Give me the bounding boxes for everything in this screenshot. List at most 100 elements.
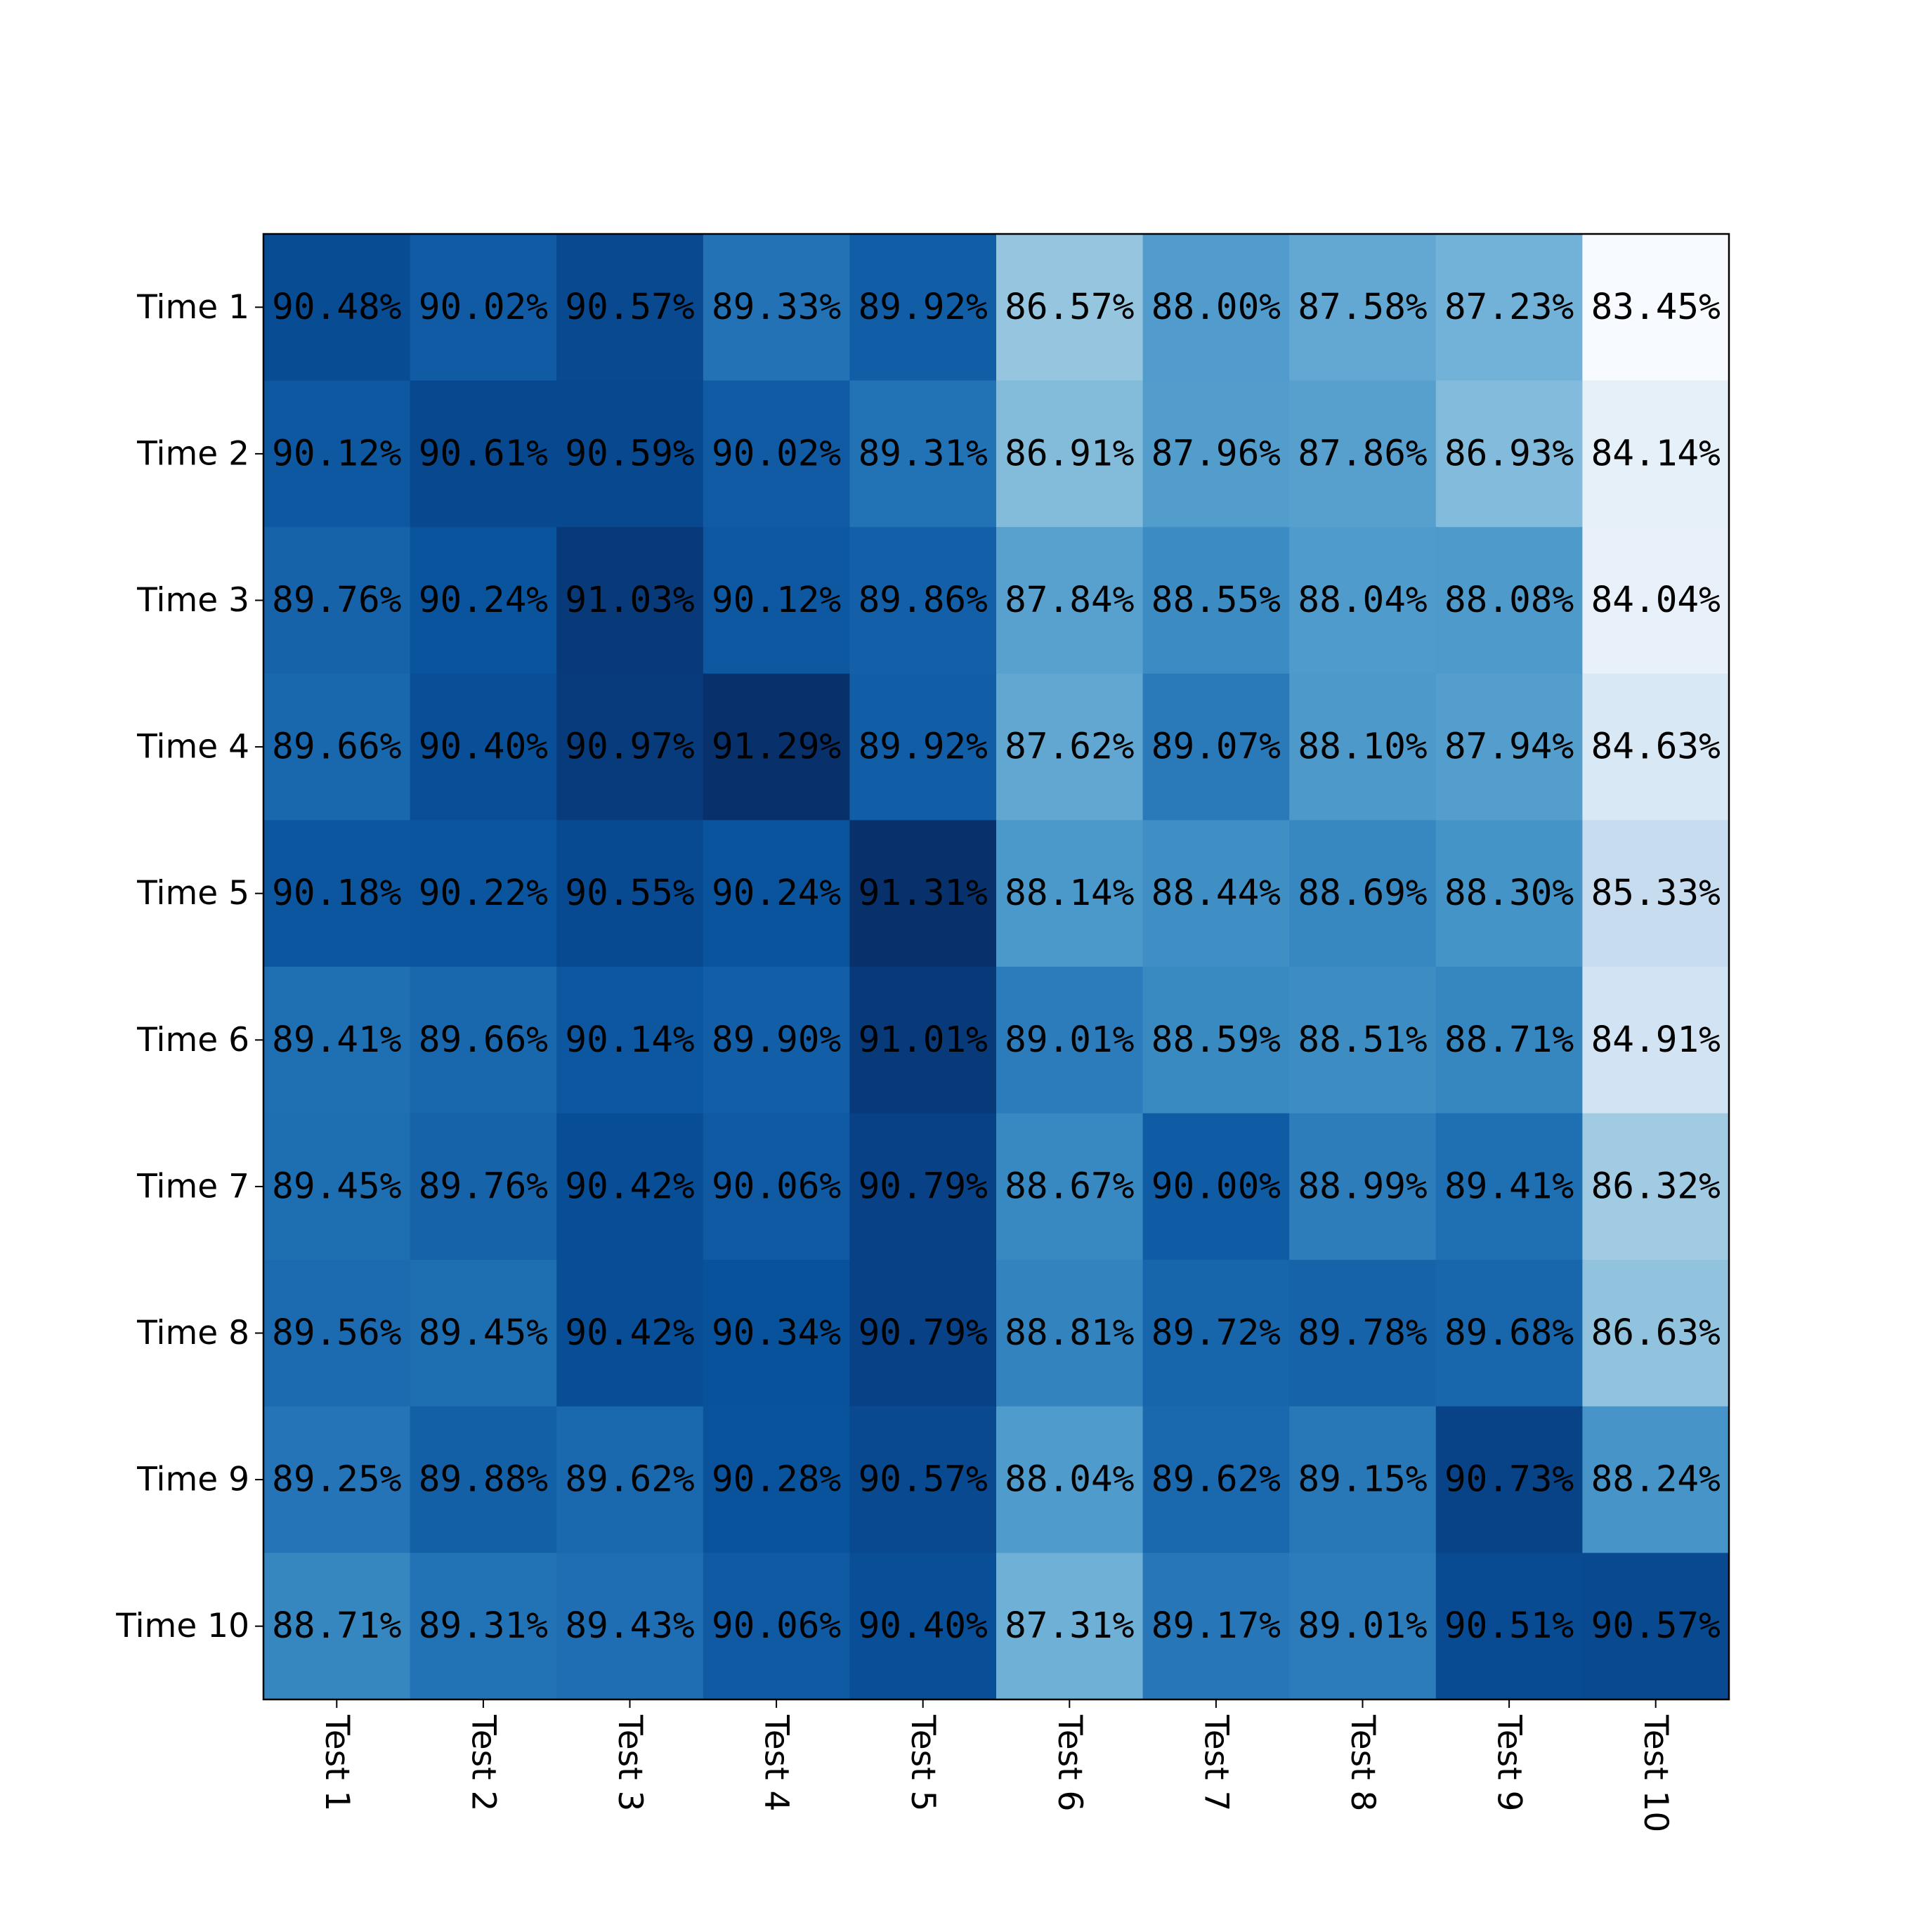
cell-value-r3-c4: 90.12% [712, 580, 841, 621]
cell-value-r10-c1: 88.71% [272, 1605, 401, 1647]
cell-value-r3-c1: 89.76% [272, 580, 401, 621]
cell-value-r6-c9: 88.71% [1444, 1019, 1574, 1061]
heatmap-cell-r1-c9 [1435, 234, 1583, 381]
cell-value-r8-c10: 86.63% [1591, 1312, 1721, 1354]
heatmap-cell-r7-c9 [1435, 1113, 1583, 1260]
x-tick-label: Test 3 [611, 1714, 649, 1811]
y-tick-label: Time 7 [136, 1167, 249, 1206]
heatmap-cell-r3-c3 [556, 527, 704, 674]
heatmap-cell-r2-c6 [996, 380, 1144, 528]
heatmap-cell-r10-c3 [556, 1553, 704, 1700]
cell-value-r4-c8: 88.10% [1298, 726, 1427, 768]
heatmap-cell-r5-c4 [703, 820, 850, 967]
cell-value-r4-c4: 91.29% [712, 726, 841, 768]
cell-value-r2-c5: 89.31% [859, 433, 988, 474]
heatmap-cell-r5-c1 [263, 820, 411, 967]
heatmap-cell-r5-c7 [1142, 820, 1290, 967]
cell-value-r1-c10: 83.45% [1591, 287, 1721, 328]
cell-value-r5-c7: 88.44% [1151, 873, 1281, 914]
heatmap-cell-r4-c2 [410, 673, 557, 821]
cell-value-r10-c9: 90.51% [1444, 1605, 1574, 1647]
heatmap-cell-r5-c3 [556, 820, 704, 967]
cell-value-r4-c9: 87.94% [1444, 726, 1574, 768]
cell-value-r9-c1: 89.25% [272, 1459, 401, 1501]
heatmap-cell-r3-c10 [1582, 527, 1730, 674]
heatmap-cell-r8-c6 [996, 1260, 1144, 1407]
heatmap-cell-r5-c6 [996, 820, 1144, 967]
x-tick-label: Test 10 [1636, 1714, 1675, 1832]
cell-value-r3-c6: 87.84% [1005, 580, 1134, 621]
cell-value-r8-c3: 90.42% [565, 1312, 694, 1354]
cell-value-r2-c4: 90.02% [712, 433, 841, 474]
heatmap-cell-r9-c1 [263, 1406, 411, 1553]
heatmap-cell-r7-c10 [1582, 1113, 1730, 1260]
cell-value-r6-c4: 89.90% [712, 1019, 841, 1061]
cell-value-r9-c9: 90.73% [1444, 1459, 1574, 1501]
cell-value-r7-c7: 90.00% [1151, 1166, 1281, 1207]
heatmap-cell-r2-c3 [556, 380, 704, 528]
cell-value-r7-c1: 89.45% [272, 1166, 401, 1207]
heatmap-cell-r10-c1 [263, 1553, 411, 1700]
heatmap-cell-r1-c2 [410, 234, 557, 381]
heatmap-cell-r6-c4 [703, 967, 850, 1114]
heatmap-cell-r6-c1 [263, 967, 411, 1114]
cell-value-r1-c6: 86.57% [1005, 287, 1134, 328]
heatmap-cell-r2-c9 [1435, 380, 1583, 528]
cell-value-r3-c9: 88.08% [1444, 580, 1574, 621]
heatmap-cell-r5-c10 [1582, 820, 1730, 967]
cell-value-r8-c4: 90.34% [712, 1312, 841, 1354]
heatmap-cell-r7-c8 [1289, 1113, 1437, 1260]
x-tick-label: Test 1 [318, 1714, 356, 1811]
y-axis: Time 1 Time 2 Time 3 Time 4 Time 5 Time 6 Time… [115, 288, 263, 1645]
heatmap-cell-r4-c8 [1289, 673, 1437, 821]
cell-value-r10-c8: 89.01% [1298, 1605, 1427, 1647]
heatmap-cell-r9-c2 [410, 1406, 557, 1553]
heatmap-cell-r9-c6 [996, 1406, 1144, 1553]
cell-value-r6-c1: 89.41% [272, 1019, 401, 1061]
heatmap-cell-r5-c9 [1435, 820, 1583, 967]
heatmap-cell-r8-c2 [410, 1260, 557, 1407]
heatmap-cell-r8-c8 [1289, 1260, 1437, 1407]
cell-value-r4-c2: 90.40% [419, 726, 548, 768]
cell-value-r5-c5: 91.31% [859, 873, 988, 914]
heatmap-cell-r9-c4 [703, 1406, 850, 1553]
heatmap-cell-r3-c6 [996, 527, 1144, 674]
heatmap-cell-r1-c7 [1142, 234, 1290, 381]
heatmap-cell-r7-c7 [1142, 1113, 1290, 1260]
heatmap-cell-r6-c6 [996, 967, 1144, 1114]
heatmap-cell-r1-c10 [1582, 234, 1730, 381]
cell-value-r2-c2: 90.61% [419, 433, 548, 474]
heatmap-cell-r3-c2 [410, 527, 557, 674]
heatmap-cell-r4-c7 [1142, 673, 1290, 821]
cell-value-r4-c1: 89.66% [272, 726, 401, 768]
cell-value-r3-c10: 84.04% [1591, 580, 1721, 621]
cell-value-r8-c9: 89.68% [1444, 1312, 1574, 1354]
cell-value-r7-c2: 89.76% [419, 1166, 548, 1207]
heatmap-cell-r1-c4 [703, 234, 850, 381]
plot-frame [262, 233, 1730, 1701]
cell-value-r9-c5: 90.57% [859, 1459, 988, 1501]
heatmap-cell-r6-c3 [556, 967, 704, 1114]
cell-value-r3-c2: 90.24% [419, 580, 548, 621]
heatmap-cell-r8-c4 [703, 1260, 850, 1407]
cell-value-r2-c10: 84.14% [1591, 433, 1721, 474]
heatmap-cell-r5-c2 [410, 820, 557, 967]
cell-value-r8-c8: 89.78% [1298, 1312, 1427, 1354]
cell-value-r7-c10: 86.32% [1591, 1166, 1721, 1207]
heatmap-cell-r4-c4 [703, 673, 850, 821]
cell-value-r1-c2: 90.02% [419, 287, 548, 328]
cell-value-r5-c10: 85.33% [1591, 873, 1721, 914]
x-tick-label: Test 7 [1196, 1714, 1235, 1811]
y-tick-label: Time 9 [136, 1461, 249, 1499]
cell-value-r8-c1: 89.56% [272, 1312, 401, 1354]
heatmap-cell-r9-c3 [556, 1406, 704, 1553]
heatmap-cell-r6-c7 [1142, 967, 1290, 1114]
cell-value-r1-c1: 90.48% [272, 287, 401, 328]
heatmap-cell-r9-c5 [849, 1406, 997, 1553]
heatmap-cell-r1-c6 [996, 234, 1144, 381]
cell-value-r3-c8: 88.04% [1298, 580, 1427, 621]
cell-value-r6-c3: 90.14% [565, 1019, 694, 1061]
cell-value-r5-c4: 90.24% [712, 873, 841, 914]
cell-value-r8-c2: 89.45% [419, 1312, 548, 1354]
cell-value-r7-c3: 90.42% [565, 1166, 694, 1207]
